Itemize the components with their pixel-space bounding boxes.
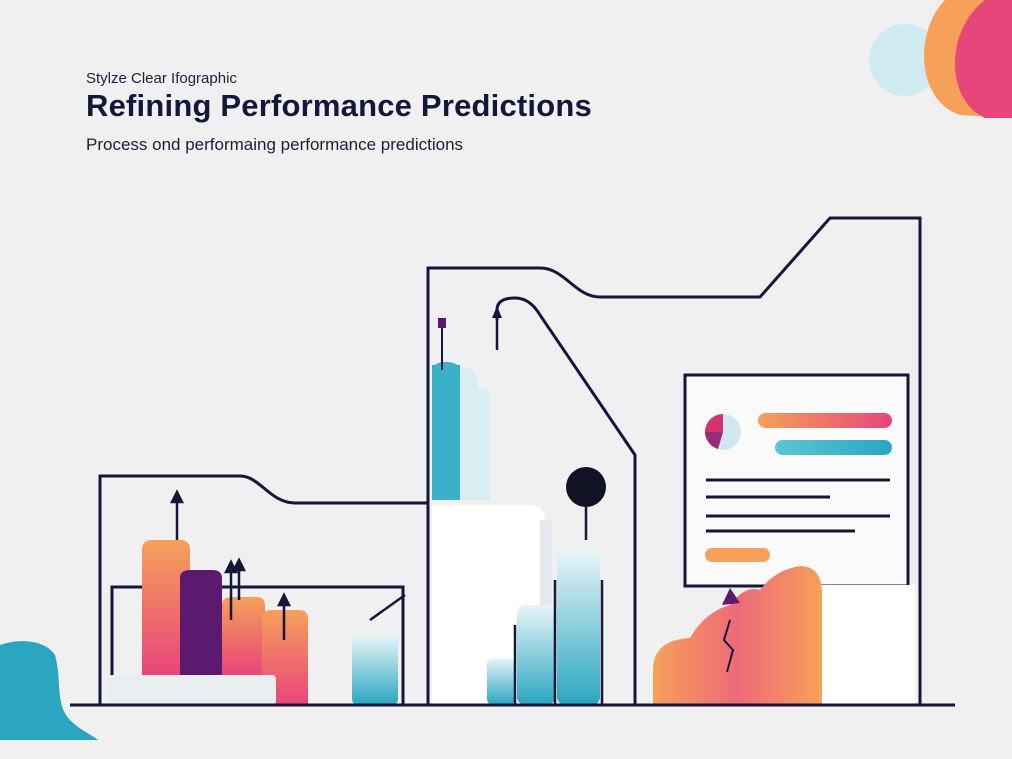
arrow-up-icon xyxy=(169,489,406,640)
report-screen xyxy=(683,373,910,588)
decorative-blob-top-right xyxy=(869,0,1012,118)
folder-outline-main xyxy=(426,216,922,705)
page-subtitle: Process ond performaing performance pred… xyxy=(86,135,464,154)
trend-line xyxy=(495,296,637,705)
pie-chart-icon xyxy=(705,414,741,450)
kicker-text: Stylze Clear Ifographic xyxy=(86,70,237,87)
bar-group-left xyxy=(108,540,398,705)
folder-outline-left xyxy=(98,474,428,705)
arrow-up-icon xyxy=(492,306,502,350)
flag-icon xyxy=(438,318,446,370)
bar-group-right xyxy=(653,566,915,705)
page-title: Refining Performance Predictions xyxy=(86,88,592,123)
inner-panel-outline xyxy=(110,585,405,705)
decorative-blob-bottom-left xyxy=(0,641,98,740)
bar-group-middle xyxy=(432,362,604,705)
dot-marker-icon xyxy=(566,467,606,540)
